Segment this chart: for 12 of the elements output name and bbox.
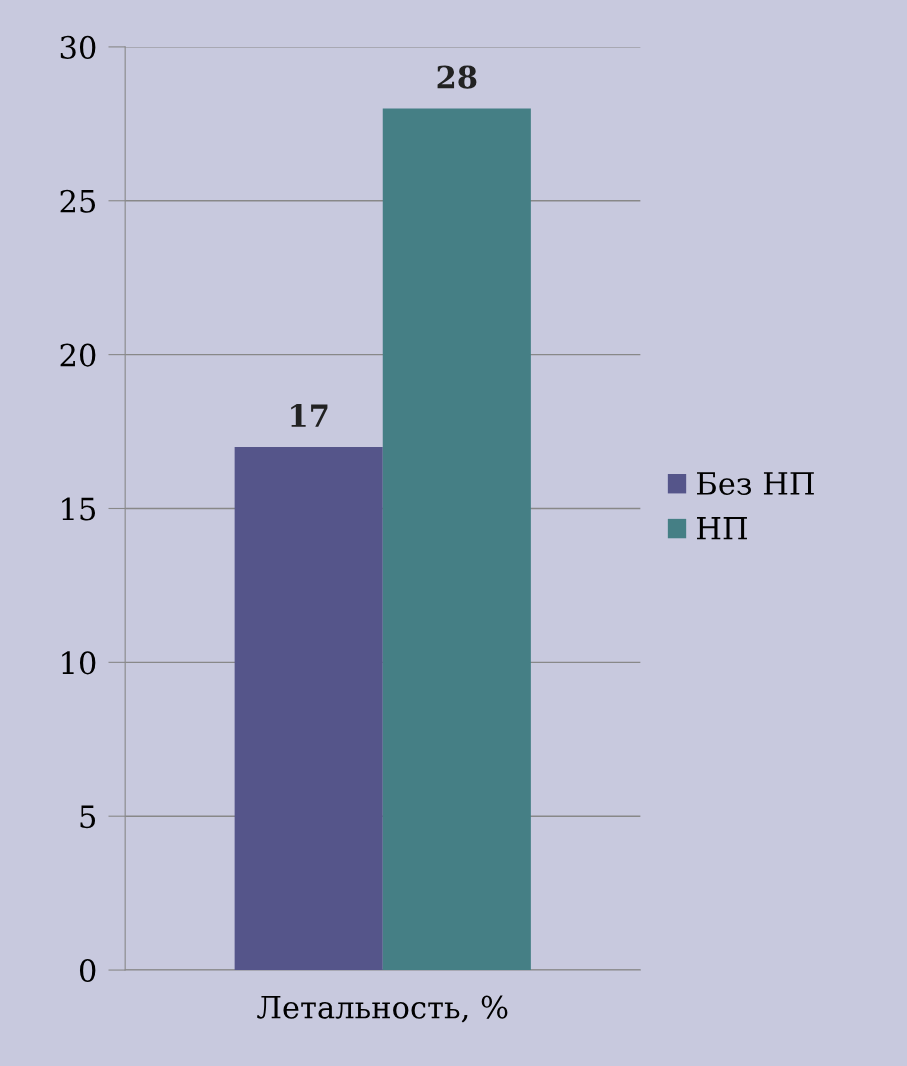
y-tick-label: 25 <box>60 189 96 213</box>
y-tick-label: 5 <box>80 805 96 829</box>
data-label: 17 <box>291 404 328 427</box>
y-tick-label: 0 <box>79 958 96 983</box>
y-tick-label: 20 <box>60 343 96 367</box>
y-tick-label: 15 <box>62 497 96 521</box>
legend-label: НП <box>697 517 747 540</box>
y-tick-label: 10 <box>62 651 96 675</box>
data-label: 28 <box>437 65 477 89</box>
y-tick-label: 30 <box>60 35 96 59</box>
legend-label: Без НП <box>697 472 814 495</box>
x-tick-label: Летальность, % <box>257 995 508 1023</box>
